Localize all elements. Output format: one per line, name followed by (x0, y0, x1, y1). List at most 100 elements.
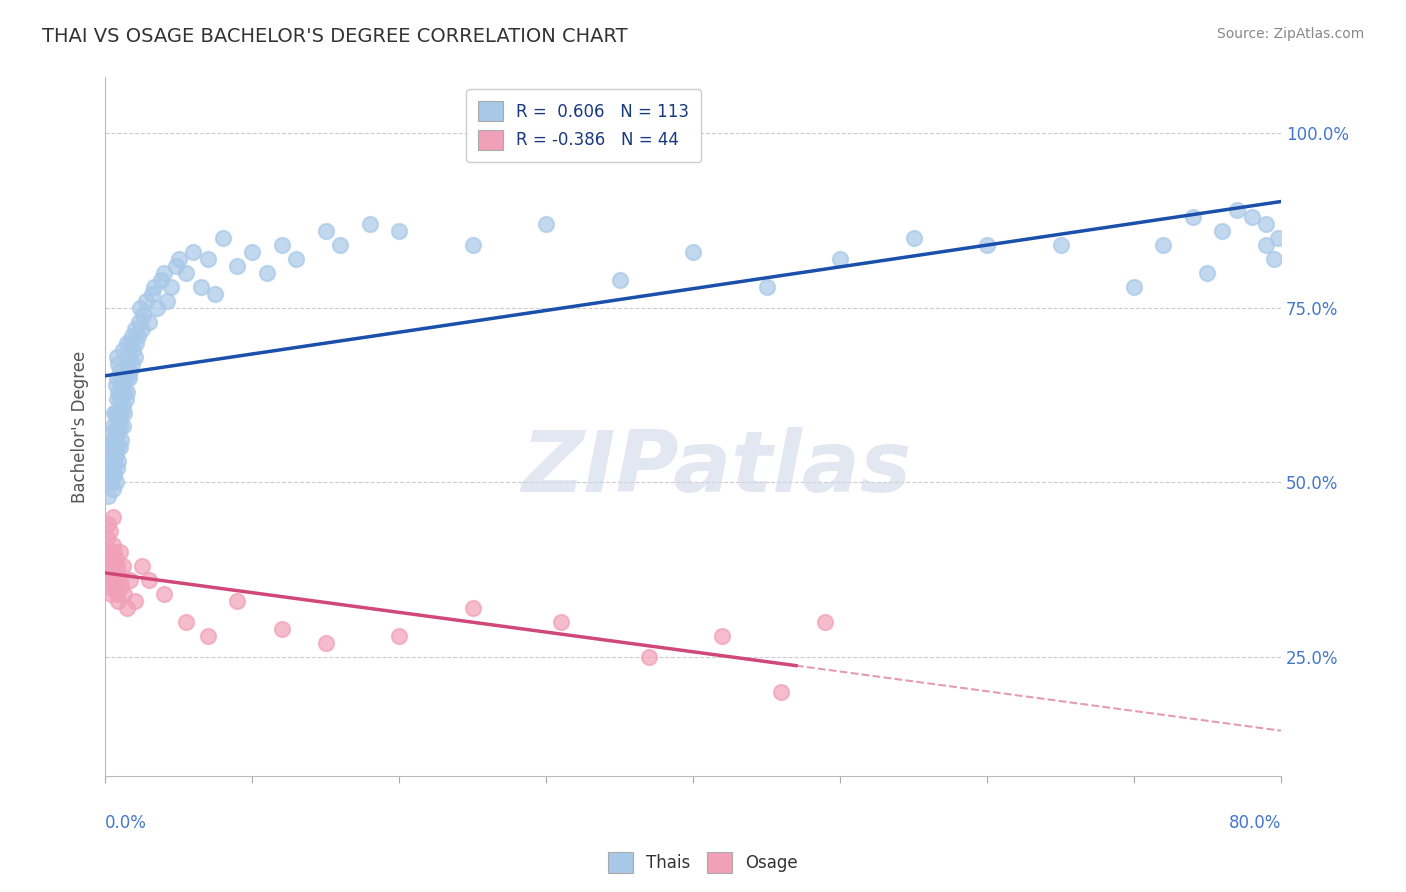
Point (1197, 266, 1219, 280)
Point (145, 301, 167, 315)
Point (153, 266, 176, 280)
Point (197, 252, 219, 266)
Text: 0.0%: 0.0% (105, 814, 148, 832)
Point (104, 426, 127, 441)
Point (121, 328, 143, 343)
Point (103, 468, 125, 483)
Point (1211, 224, 1233, 238)
Point (101, 461, 124, 475)
Point (329, 238, 352, 252)
Point (117, 601, 139, 615)
Point (270, 622, 292, 636)
Point (112, 384, 135, 399)
Point (111, 419, 134, 434)
Point (96, 531, 118, 545)
Point (108, 392, 131, 406)
Point (104, 405, 127, 419)
Point (1267, 231, 1289, 245)
Point (120, 573, 142, 587)
Point (118, 350, 141, 364)
Point (174, 615, 197, 629)
Point (128, 315, 150, 329)
Point (100, 426, 122, 441)
Text: ZIPatlas: ZIPatlas (522, 427, 911, 510)
Point (1123, 280, 1146, 294)
Point (107, 566, 129, 580)
Point (103, 405, 125, 419)
Point (211, 231, 233, 245)
Point (105, 559, 128, 574)
Point (120, 364, 142, 378)
Point (103, 545, 125, 559)
Text: THAI VS OSAGE BACHELOR'S DEGREE CORRELATION CHART: THAI VS OSAGE BACHELOR'S DEGREE CORRELAT… (42, 27, 628, 45)
Point (770, 684, 793, 698)
Point (814, 615, 837, 629)
Point (110, 434, 132, 448)
Point (103, 434, 125, 448)
Point (270, 238, 292, 252)
Point (111, 370, 134, 384)
Point (103, 573, 125, 587)
Point (120, 335, 142, 350)
Point (104, 475, 127, 490)
Point (315, 636, 337, 650)
Point (100, 447, 122, 461)
Point (183, 244, 205, 259)
Point (197, 629, 219, 643)
Point (98, 468, 121, 483)
Point (174, 266, 197, 280)
Point (359, 217, 381, 231)
Point (101, 510, 124, 524)
Point (153, 587, 176, 601)
Point (226, 259, 249, 273)
Point (105, 370, 128, 384)
Point (1181, 210, 1204, 224)
Point (105, 350, 128, 364)
Point (167, 252, 190, 266)
Point (110, 580, 132, 594)
Point (100, 475, 122, 490)
Point (108, 419, 131, 434)
Point (461, 601, 484, 615)
Point (388, 224, 411, 238)
Point (131, 322, 153, 336)
Point (755, 280, 778, 294)
Point (828, 252, 851, 266)
Point (138, 315, 160, 329)
Point (111, 343, 134, 357)
Point (550, 615, 572, 629)
Point (101, 419, 124, 434)
Point (110, 405, 132, 419)
Point (117, 384, 139, 399)
Point (98, 552, 121, 566)
Point (122, 343, 145, 357)
Point (105, 587, 128, 601)
Point (108, 573, 131, 587)
Point (156, 293, 179, 308)
Point (100, 587, 122, 601)
Point (129, 301, 152, 315)
Point (165, 259, 187, 273)
Point (100, 559, 122, 574)
Point (609, 273, 631, 287)
Point (112, 405, 135, 419)
Point (104, 377, 127, 392)
Point (285, 252, 308, 266)
Point (101, 441, 124, 455)
Point (103, 454, 125, 468)
Point (97, 573, 120, 587)
Point (142, 280, 165, 294)
Point (112, 587, 135, 601)
Point (114, 370, 136, 384)
Point (98, 524, 121, 539)
Point (124, 350, 146, 364)
Point (240, 244, 263, 259)
Point (97, 517, 120, 532)
Point (114, 392, 136, 406)
Point (97, 489, 120, 503)
Point (104, 447, 127, 461)
Point (108, 441, 131, 455)
Point (150, 273, 173, 287)
Point (98, 441, 121, 455)
Point (138, 573, 160, 587)
